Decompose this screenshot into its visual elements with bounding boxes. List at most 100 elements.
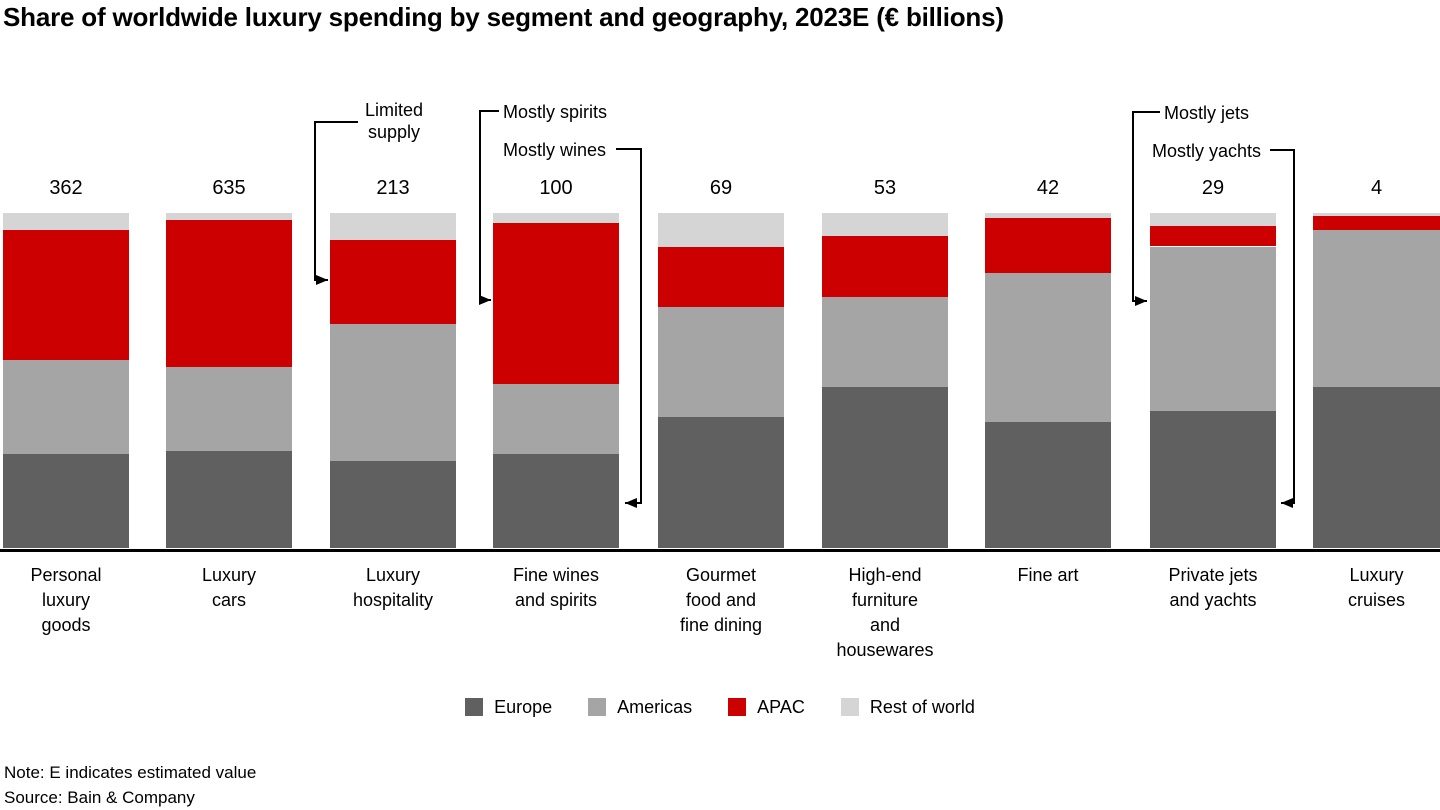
bar-segment-apac-fine-art — [985, 218, 1111, 274]
category-label-luxury-cars: Luxury cars — [148, 563, 310, 613]
bar-segment-americas-gourmet-food-and-fine-dining — [658, 306, 784, 418]
annotation-line: Limited — [364, 100, 424, 120]
category-label-line: and yachts — [1169, 590, 1257, 610]
bar-segment-rest_of_world-luxury-cruises — [1313, 213, 1440, 217]
bar-segment-europe-personal-luxury-goods — [3, 454, 129, 548]
legend-item-apac: APAC — [728, 697, 805, 718]
bar-value-label-luxury-cars: 635 — [212, 177, 246, 199]
bar-segment-europe-fine-wines-and-spirits — [493, 454, 619, 548]
category-label-luxury-hospitality: Luxury hospitality — [312, 563, 474, 613]
bar-segment-apac-luxury-cruises — [1313, 216, 1440, 230]
category-label-line: Private jets — [1168, 565, 1258, 585]
bar-value-label-fine-art: 42 — [1036, 177, 1060, 199]
annotation-arrow-mostly-wines — [616, 148, 642, 508]
bar-segment-americas-luxury-cars — [166, 367, 292, 451]
category-label-line: and — [869, 615, 901, 635]
annotation-mostly-wines: Mostly wines — [503, 139, 606, 161]
footnotes: Note: E indicates estimated value Source… — [4, 760, 256, 810]
bar-value-label-personal-luxury-goods: 362 — [49, 177, 83, 199]
bar-segment-americas-fine-art — [985, 273, 1111, 423]
category-label-line: food and — [685, 590, 757, 610]
annotation-mostly-spirits: Mostly spirits — [503, 101, 607, 123]
bar-segment-apac-luxury-cars — [166, 219, 292, 368]
bar-segment-americas-high-end-furniture-and-housewares — [822, 296, 948, 388]
annotation-line: Mostly spirits — [503, 102, 608, 122]
bar-segment-rest_of_world-fine-art — [985, 213, 1111, 219]
legend-label: Americas — [617, 696, 693, 717]
bar-segment-americas-personal-luxury-goods — [3, 360, 129, 455]
bar-segment-apac-personal-luxury-goods — [3, 229, 129, 361]
category-label-line: luxury — [41, 590, 90, 610]
category-label-line: High-end — [848, 565, 922, 585]
bar-segment-rest_of_world-luxury-cars — [166, 213, 292, 220]
bar-segment-apac-fine-wines-and-spirits — [493, 223, 619, 384]
annotation-mostly-jets: Mostly jets — [1164, 102, 1249, 124]
bar-segment-europe-luxury-cars — [166, 450, 292, 548]
bar-segment-europe-private-jets-and-yachts — [1150, 410, 1276, 548]
bar-value-label-luxury-hospitality: 213 — [376, 177, 410, 199]
legend-label: APAC — [757, 696, 805, 717]
annotation-limited-supply: Limited supply — [346, 99, 442, 143]
category-label-private-jets-and-yachts: Private jets and yachts — [1132, 563, 1294, 613]
bar-segment-rest_of_world-gourmet-food-and-fine-dining — [658, 213, 784, 247]
chart-title: Share of worldwide luxury spending by se… — [3, 2, 1004, 32]
bar-value-label-private-jets-and-yachts: 29 — [1201, 177, 1225, 199]
annotation-line: Mostly yachts — [1152, 141, 1262, 161]
bar-segment-apac-high-end-furniture-and-housewares — [822, 236, 948, 297]
note-text: Note: E indicates estimated value — [4, 763, 257, 782]
category-label-personal-luxury-goods: Personal luxury goods — [0, 563, 147, 638]
category-label-luxury-cruises: Luxury cruises — [1296, 563, 1440, 613]
bar-segment-europe-gourmet-food-and-fine-dining — [658, 417, 784, 548]
bar-segment-americas-private-jets-and-yachts — [1150, 246, 1276, 411]
category-label-line: Luxury — [1349, 565, 1404, 585]
legend-item-rest-of-world: Rest of world — [840, 696, 975, 718]
bar-segment-europe-luxury-cruises — [1313, 387, 1440, 548]
category-label-line: and spirits — [514, 590, 598, 610]
bar-segment-europe-high-end-furniture-and-housewares — [822, 387, 948, 548]
source-text: Source: Bain & Company — [4, 788, 195, 807]
category-label-line: housewares — [836, 640, 934, 660]
americas-swatch-icon — [588, 698, 607, 716]
category-label-line: Gourmet — [685, 565, 757, 585]
category-label-gourmet-food-and-fine-dining: Gourmet food and fine dining — [640, 563, 802, 638]
bar-segment-americas-luxury-cruises — [1313, 229, 1440, 388]
legend-item-americas: Americas — [588, 697, 692, 718]
bar-segment-rest_of_world-personal-luxury-goods — [3, 213, 129, 230]
bar-segment-apac-private-jets-and-yachts — [1150, 226, 1276, 247]
chart-legend: Europe Americas APAC Rest of world — [0, 696, 1440, 718]
category-label-line: cars — [211, 590, 246, 610]
bar-segment-americas-luxury-hospitality — [330, 323, 456, 461]
x-axis-line — [0, 549, 1440, 552]
bar-value-label-luxury-cruises: 4 — [1370, 177, 1383, 199]
bar-value-label-high-end-furniture-and-housewares: 53 — [873, 177, 897, 199]
category-label-line: fine dining — [679, 615, 763, 635]
bar-segment-apac-luxury-hospitality — [330, 239, 456, 324]
category-label-line: Fine wines — [512, 565, 600, 585]
bar-segment-europe-fine-art — [985, 422, 1111, 548]
category-label-line: hospitality — [352, 590, 434, 610]
bar-segment-apac-gourmet-food-and-fine-dining — [658, 246, 784, 307]
legend-item-europe: Europe — [465, 697, 552, 718]
annotation-line: supply — [367, 122, 421, 142]
bar-segment-rest_of_world-fine-wines-and-spirits — [493, 213, 619, 224]
category-label-line: Luxury — [201, 565, 257, 585]
category-label-line: Luxury — [365, 565, 421, 585]
europe-swatch-icon — [465, 698, 484, 716]
legend-label: Rest of world — [869, 696, 975, 717]
apac-swatch-icon — [728, 698, 747, 716]
category-label-line: cruises — [1347, 590, 1405, 610]
category-label-fine-art: Fine art — [967, 563, 1129, 588]
bar-value-label-fine-wines-and-spirits: 100 — [539, 177, 573, 199]
category-label-line: Personal — [30, 565, 102, 585]
bar-segment-rest_of_world-private-jets-and-yachts — [1150, 213, 1276, 227]
category-label-fine-wines-and-spirits: Fine wines and spirits — [475, 563, 637, 613]
annotation-line: Mostly wines — [503, 140, 607, 160]
bar-segment-rest_of_world-high-end-furniture-and-housewares — [822, 213, 948, 237]
annotation-line: Mostly jets — [1164, 103, 1250, 123]
bar-segment-americas-fine-wines-and-spirits — [493, 383, 619, 455]
bar-segment-rest_of_world-luxury-hospitality — [330, 213, 456, 240]
category-label-line: furniture — [851, 590, 919, 610]
category-label-line: goods — [41, 615, 91, 635]
annotation-mostly-yachts: Mostly yachts — [1152, 140, 1261, 162]
